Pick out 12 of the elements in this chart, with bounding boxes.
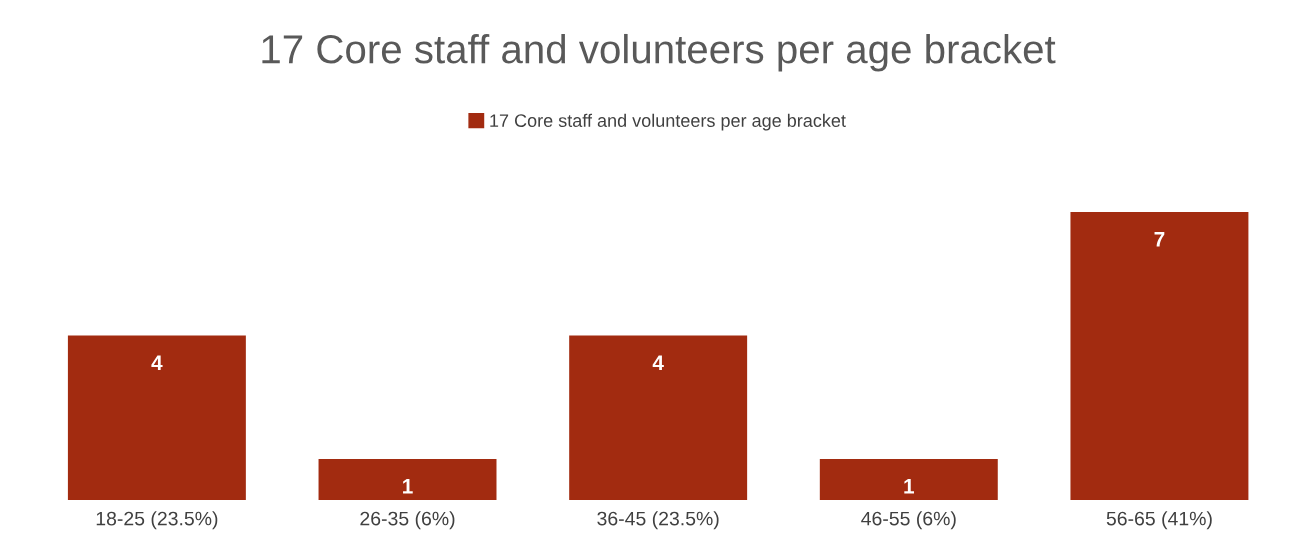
data-label: 7: [1154, 232, 1165, 247]
legend-label: 17 Core staff and volunteers per age bracket: [490, 113, 846, 131]
chart-title: 17 Core staff and volunteers per age bracket: [262, 33, 1056, 72]
x-tick-label: 18-25 (23.5%): [96, 511, 218, 530]
x-tick-label: 46-55 (6%): [861, 511, 956, 530]
data-label: 4: [652, 355, 664, 370]
data-label: 4: [151, 355, 163, 370]
x-tick-label: 36-45 (23.5%): [597, 511, 719, 530]
data-label: 1: [403, 479, 413, 494]
x-tick-label: 26-35 (6%): [360, 511, 455, 530]
x-tick-label: 56-65 (41%): [1106, 511, 1212, 530]
data-label: 1: [904, 479, 915, 494]
